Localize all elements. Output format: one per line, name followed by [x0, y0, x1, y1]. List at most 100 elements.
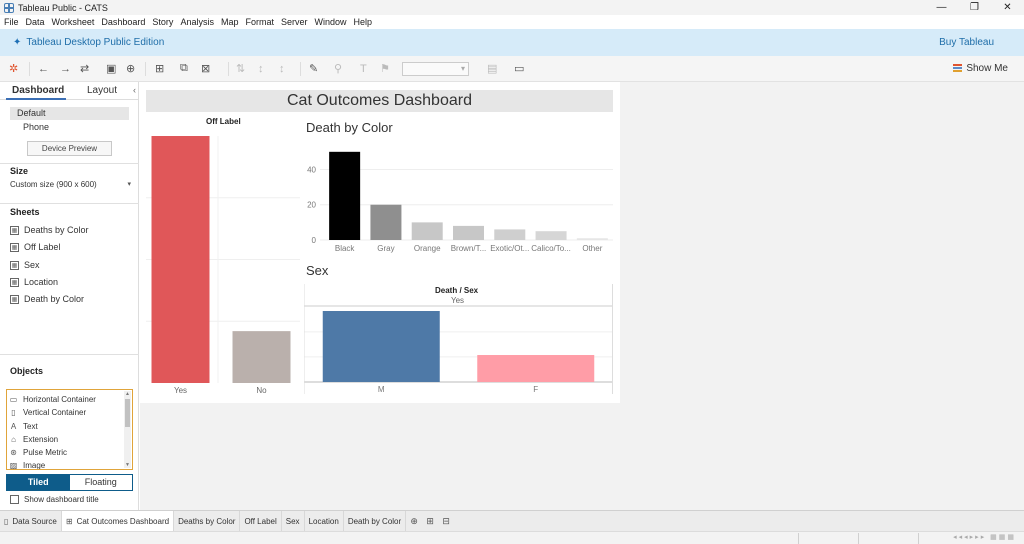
menu-worksheet[interactable]: Worksheet [51, 17, 95, 27]
show-title-checkbox[interactable] [10, 495, 19, 504]
tab-death-by-color[interactable]: Death by Color [344, 510, 407, 532]
redo-icon[interactable]: → [60, 62, 71, 75]
sex-chart-header: Death / Sex [435, 286, 479, 295]
title-bar: Tableau Public - CATS — ❐ ✕ [0, 0, 1024, 15]
group-icon[interactable]: ⚲ [334, 63, 343, 75]
sheet-item-label: Sex [24, 260, 40, 270]
duplicate-icon[interactable]: ⧉ [180, 62, 188, 74]
sheet-icon: ▦ [10, 277, 19, 287]
new-sheet-icon[interactable]: ⊞ [155, 63, 165, 75]
y-tick-label: 40 [307, 165, 316, 174]
restore-icon[interactable]: ❐ [970, 2, 979, 13]
new-dashboard-icon[interactable]: ⊞ [426, 515, 434, 526]
menu-help[interactable]: Help [353, 17, 373, 27]
menu-data[interactable]: Data [25, 17, 45, 27]
tiled-button[interactable]: Tiled [7, 475, 70, 490]
object-item[interactable]: ▨ Image [9, 459, 46, 470]
collapse-panel-icon[interactable]: ‹ [133, 85, 136, 95]
menu-story[interactable]: Story [152, 17, 174, 27]
object-item-label: Horizontal Container [23, 394, 96, 404]
swap-rows-icon[interactable]: ⇅ [236, 63, 246, 75]
objects-scrollbar[interactable]: ▲ ▼ [124, 391, 131, 468]
highlight-icon[interactable]: ✎ [309, 63, 319, 75]
tab-location[interactable]: Location [305, 510, 344, 532]
x-tick-label: Exotic/Ot... [490, 244, 529, 253]
fit-dropdown[interactable] [402, 62, 469, 76]
sheet-item-label: Location [24, 277, 59, 287]
status-divider [858, 533, 859, 544]
menu-map[interactable]: Map [220, 17, 239, 27]
off-label-chart[interactable]: Yes No [146, 128, 300, 398]
labels-icon[interactable]: T [360, 62, 367, 75]
show-title-row[interactable]: Show dashboard title [10, 495, 99, 504]
object-item[interactable]: A Text [9, 420, 38, 432]
sheet-item[interactable]: ▦ Sex [10, 259, 40, 271]
sheet-item[interactable]: ▦ Deaths by Color [10, 224, 89, 236]
buy-tableau-link[interactable]: Buy Tableau [939, 37, 994, 48]
new-worksheet-icon[interactable]: ⊕ [410, 515, 418, 526]
clear-sheet-icon[interactable]: ⊠ [201, 63, 211, 75]
object-item[interactable]: ▯ Vertical Container [9, 406, 86, 418]
sheet-item[interactable]: ▦ Off Label [10, 241, 60, 253]
presentation-icon[interactable]: ▭ [514, 63, 525, 75]
size-dropdown[interactable]: Custom size (900 x 600) [10, 180, 131, 189]
minimize-icon[interactable]: — [936, 2, 947, 13]
objects-heading: Objects [10, 366, 44, 376]
x-tick-label: Black [335, 244, 356, 253]
database-icon: ▯ [4, 516, 9, 526]
tab-cat-outcomes-dashboard[interactable]: ⊞ Cat Outcomes Dashboard [61, 510, 175, 532]
sheet-item[interactable]: ▦ Location [10, 276, 58, 288]
tab-off-label[interactable]: Off Label [240, 510, 282, 532]
tab-layout[interactable]: Layout [87, 85, 118, 96]
tableau-logo-icon[interactable]: ✲ [9, 63, 19, 75]
bar-f [477, 355, 595, 382]
bar-yes [151, 136, 210, 383]
sparkle-icon: ✦ [13, 37, 22, 48]
object-item[interactable]: ⊛ Pulse Metric [9, 446, 67, 458]
device-preview-button[interactable]: Device Preview [27, 141, 112, 156]
objects-list: ▭ Horizontal Container ▯ Vertical Contai… [6, 389, 133, 470]
sheet-navigation-icons[interactable]: ◂◂◂▸▸▸ ▦▦▦ [953, 534, 1016, 541]
tab-dashboard[interactable]: Dashboard [12, 85, 65, 96]
new-story-icon[interactable]: ⊟ [442, 515, 450, 526]
save-icon[interactable]: ▣ [106, 63, 117, 75]
tab-deaths-by-color[interactable]: Deaths by Color [174, 510, 241, 532]
new-data-source-icon[interactable]: ⊕ [126, 63, 136, 75]
menu-server[interactable]: Server [280, 17, 308, 27]
sort-descending-icon[interactable]: ↕ [279, 62, 285, 75]
close-icon[interactable]: ✕ [1003, 2, 1012, 13]
pin-icon[interactable]: ⚑ [380, 63, 390, 75]
menu-dashboard[interactable]: Dashboard [101, 17, 146, 27]
sheet-item[interactable]: ▦ Death by Color [10, 293, 84, 305]
scroll-down-icon[interactable]: ▼ [125, 462, 130, 468]
sheet-item-label: Deaths by Color [24, 225, 89, 235]
menu-file[interactable]: File [4, 17, 19, 27]
sheets-heading: Sheets [10, 207, 40, 217]
death-by-color-chart[interactable]: 0 20 40 Black Gray Orange Brown/T... Exotic/Ot.… [300, 140, 613, 256]
sex-chart-title: Sex [306, 263, 329, 278]
window-controls: — ❐ ✕ [925, 0, 1024, 15]
divider [0, 354, 139, 355]
data-source-tab[interactable]: ▯ Data Source [0, 510, 62, 532]
device-phone[interactable]: Phone [23, 122, 50, 132]
undo-icon[interactable]: ← [38, 62, 49, 75]
bar-brown-t [453, 225, 484, 240]
scroll-up-icon[interactable]: ▲ [125, 391, 130, 397]
menu-window[interactable]: Window [314, 17, 347, 27]
sort-ascending-icon[interactable]: ↕ [258, 62, 264, 75]
x-tick-label: Yes [174, 386, 187, 395]
swap-icon[interactable]: ⇄ [80, 63, 90, 75]
object-item[interactable]: ▭ Horizontal Container [9, 393, 96, 405]
card-icon[interactable]: ▤ [487, 63, 498, 75]
sheet-item-label: Off Label [24, 242, 61, 252]
toolbar: ✲ ← → ⇄ ▣ ⊕ ⊞ ⧉ ⊠ ⇅ ↕ ↕ ✎ ⚲ T ⚑ ▤ ▭ Show… [0, 56, 1024, 82]
menu-format[interactable]: Format [245, 17, 274, 27]
tab-sex[interactable]: Sex [282, 510, 305, 532]
floating-button[interactable]: Floating [69, 475, 132, 490]
object-item[interactable]: ⌂ Extension [9, 433, 58, 445]
device-default[interactable]: Default [10, 107, 129, 120]
scroll-thumb[interactable] [125, 399, 130, 427]
menu-analysis[interactable]: Analysis [180, 17, 214, 27]
show-me-button[interactable]: Show Me [953, 63, 1008, 74]
